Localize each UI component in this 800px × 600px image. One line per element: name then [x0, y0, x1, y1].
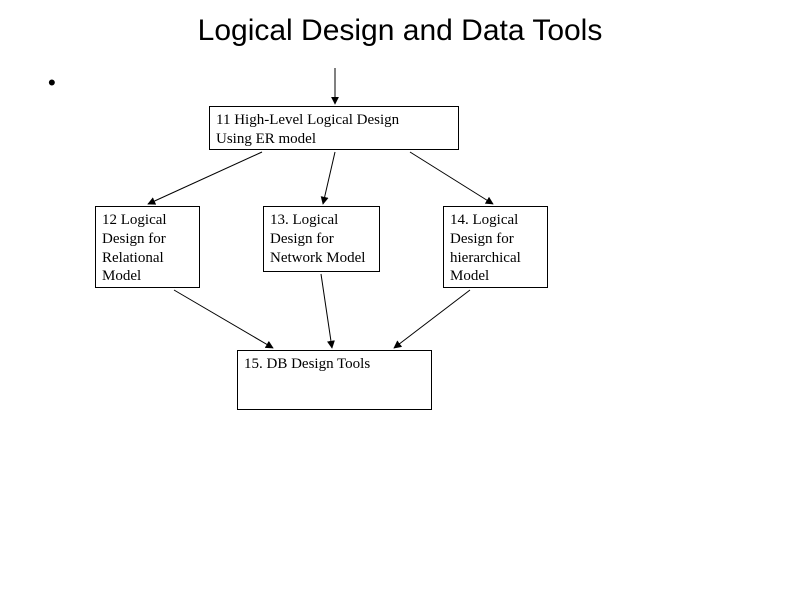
flowchart-node-n14: 14. LogicalDesign forhierarchicalModel [443, 206, 548, 288]
flowchart-node-n11: 11 High-Level Logical DesignUsing ER mod… [209, 106, 459, 150]
flowchart-node-n12: 12 LogicalDesign forRelationalModel [95, 206, 200, 288]
flowchart-edge-6 [394, 290, 470, 348]
flowchart-edge-5 [321, 274, 332, 348]
flowchart-edge-1 [148, 152, 262, 204]
slide-stage: Logical Design and Data Tools • 11 High-… [0, 0, 800, 600]
flowchart-node-n13: 13. LogicalDesign forNetwork Model [263, 206, 380, 272]
flowchart-edge-2 [323, 152, 335, 204]
flowchart-edge-4 [174, 290, 273, 348]
flowchart-edges [0, 0, 800, 600]
flowchart-edge-3 [410, 152, 493, 204]
flowchart-node-n15: 15. DB Design Tools [237, 350, 432, 410]
